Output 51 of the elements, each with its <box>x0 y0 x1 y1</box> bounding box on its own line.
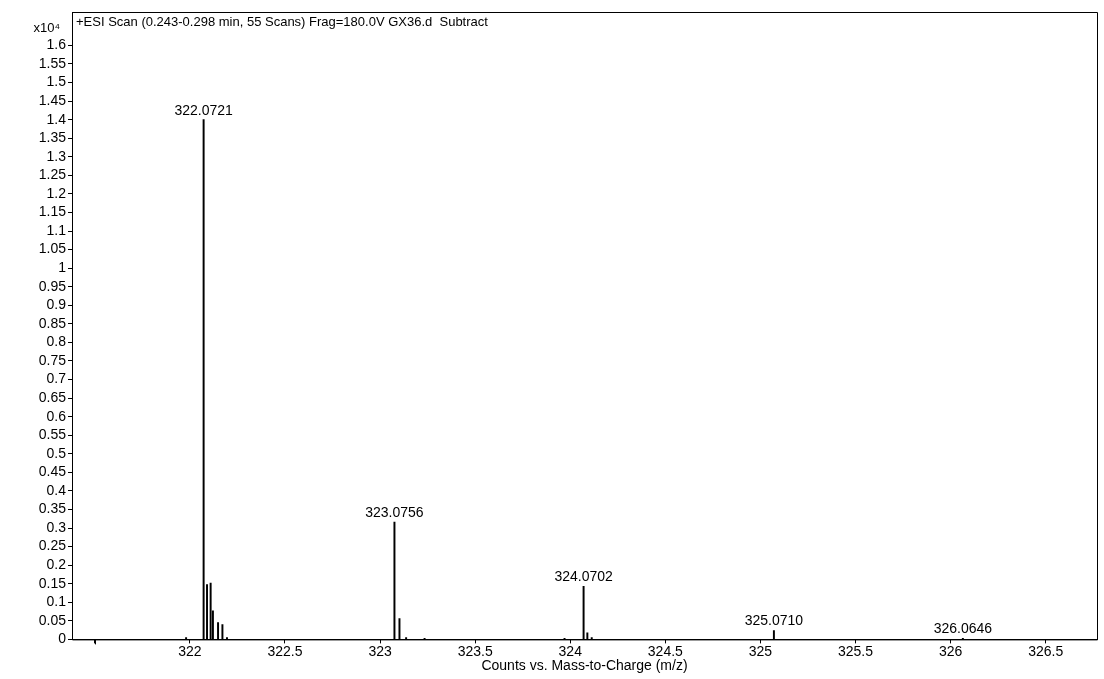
x-tick-label: 326.5 <box>1028 642 1064 659</box>
y-tick-label: 1.55 <box>38 54 67 71</box>
annotation: 324.0702 <box>554 568 613 585</box>
y-tick-label: 0.65 <box>38 388 67 405</box>
annotation: 326.0646 <box>933 620 993 637</box>
y-tick-label: 0.2 <box>46 556 67 573</box>
y-tick-label: 0.7 <box>46 370 67 387</box>
x-tick-label: 325 <box>748 642 773 659</box>
y-tick-label: 1.05 <box>38 240 67 257</box>
y-tick-label: 0.6 <box>46 407 67 424</box>
x-tick-label: 326 <box>938 642 963 659</box>
y-tick-label: 0.3 <box>46 518 67 535</box>
annotation: 322.0721 <box>174 101 234 118</box>
y-tick-label: 1.4 <box>46 110 67 127</box>
y-tick-label: 0.25 <box>38 537 67 554</box>
y-tick-label: 0.45 <box>38 463 67 480</box>
y-tick-label: 1.25 <box>38 166 67 183</box>
annotation: 325.0710 <box>744 612 804 629</box>
y-tick-label: 0.4 <box>46 481 67 498</box>
y-tick-label: 1.1 <box>46 221 67 238</box>
x-tick-label: 325.5 <box>837 642 874 659</box>
y-tick-label: 0.8 <box>46 333 67 350</box>
y-tick-label: 0.05 <box>38 611 67 628</box>
y-tick-label: 0.35 <box>38 500 67 517</box>
y-tick-label: 0.9 <box>46 296 67 313</box>
y-tick-label: 1.6 <box>46 36 67 53</box>
y-tick-label: 0.5 <box>46 444 67 461</box>
y-tick-label: 0.1 <box>46 593 67 610</box>
y-axis-title: x10⁴ <box>33 20 60 36</box>
y-tick-label: 1.15 <box>38 203 67 220</box>
x-tick-label: 322.5 <box>267 642 303 659</box>
y-tick-label: 1.5 <box>46 73 67 90</box>
chart-title: +ESI Scan (0.243-0.298 min, 55 Scans) Frag=180.0V GX36.d Subtract <box>76 14 489 30</box>
y-tick-label: 1.3 <box>46 147 67 164</box>
annotation: 323.0756 <box>365 503 424 520</box>
x-tick-label: 323.5 <box>457 642 493 659</box>
x-tick-label: 324.5 <box>647 642 684 659</box>
y-tick-label: 0.95 <box>38 277 67 294</box>
x-axis-title: Counts vs. Mass-to-Charge (m/z) <box>481 657 688 674</box>
x-tick-label: 322 <box>178 642 202 659</box>
y-tick-label: 0.75 <box>38 351 67 368</box>
y-tick-label: 0 <box>58 630 67 647</box>
y-tick-label: 1 <box>58 259 67 276</box>
y-tick-label: 0.15 <box>38 574 67 591</box>
x-tick-label: 324 <box>558 642 583 659</box>
y-tick-label: 1.45 <box>38 91 67 108</box>
x-tick-label: 323 <box>368 642 392 659</box>
y-tick-label: 1.35 <box>38 129 67 146</box>
y-tick-label: 1.2 <box>46 184 67 201</box>
y-tick-label: 0.85 <box>38 314 67 331</box>
y-tick-label: 0.55 <box>38 426 67 443</box>
